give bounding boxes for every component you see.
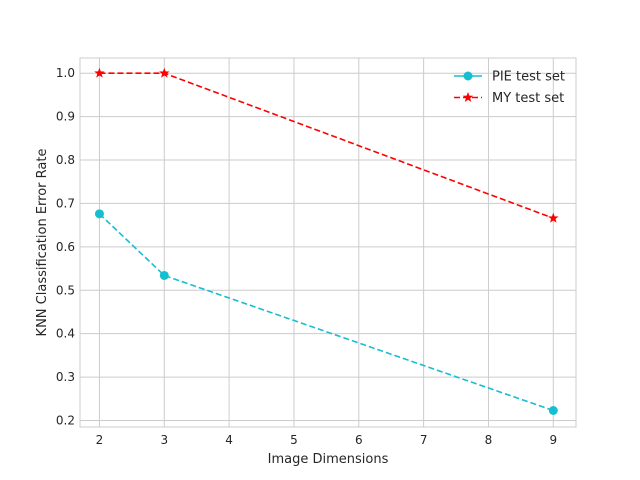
legend-label: PIE test set (492, 70, 565, 85)
data-point (159, 67, 170, 78)
x-tick-label: 2 (96, 433, 104, 447)
x-axis-label: Image Dimensions (268, 452, 389, 467)
grid-lines (80, 58, 576, 427)
x-tick-label: 3 (160, 433, 168, 447)
y-axis-label: KNN Classification Error Rate (35, 149, 50, 337)
data-point (94, 67, 105, 78)
data-point (548, 406, 558, 416)
x-tick-label: 9 (549, 433, 557, 447)
data-point (548, 212, 559, 223)
y-tick-label: 1.0 (56, 66, 75, 80)
legend-marker (462, 92, 474, 102)
data-point (159, 270, 169, 280)
plot-background (80, 58, 576, 427)
legend-marker (463, 71, 473, 81)
y-tick-label: 0.2 (56, 413, 75, 427)
x-tick-label: 5 (290, 433, 298, 447)
x-tick-label: 4 (225, 433, 233, 447)
legend: PIE test set MY test set (454, 70, 565, 106)
y-tick-label: 0.5 (56, 283, 75, 297)
legend-item: MY test set (454, 91, 564, 106)
y-tick-label: 0.4 (56, 327, 75, 341)
x-tick-label: 6 (355, 433, 363, 447)
series-1 (94, 209, 558, 416)
series-line (98, 213, 554, 412)
series-2 (94, 67, 559, 223)
legend-label: MY test set (492, 91, 564, 106)
y-tick-label: 0.3 (56, 370, 75, 384)
legend-item: PIE test set (454, 70, 565, 85)
x-tick-label: 8 (485, 433, 493, 447)
x-tick-label: 7 (420, 433, 428, 447)
y-tick-labels: 0.2 0.3 0.4 0.5 0.6 0.7 0.8 0.9 1.0 (56, 66, 75, 427)
x-tick-labels: 2 3 4 5 6 7 8 9 (96, 433, 557, 447)
y-tick-label: 0.8 (56, 153, 75, 167)
plot-frame (79, 57, 577, 428)
series-group (94, 67, 559, 416)
y-tick-label: 0.7 (56, 196, 75, 210)
y-tick-label: 0.9 (56, 110, 75, 124)
y-tick-label: 0.6 (56, 240, 75, 254)
data-point (94, 209, 104, 219)
